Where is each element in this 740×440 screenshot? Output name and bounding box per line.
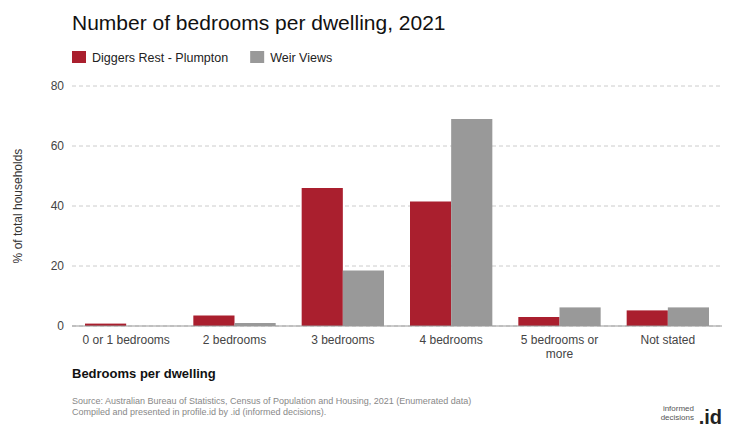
x-tick-label: 5 bedrooms ormore xyxy=(521,333,598,361)
legend-swatch xyxy=(250,51,264,63)
bars xyxy=(85,119,709,326)
y-tick-label: 80 xyxy=(51,79,65,93)
grid-line xyxy=(72,326,722,327)
grid-line xyxy=(72,266,722,267)
x-tick-label: Not stated xyxy=(640,333,695,347)
x-tick-label: 4 bedrooms xyxy=(419,333,482,347)
grid-line xyxy=(72,146,722,147)
y-tick-label: 40 xyxy=(51,199,65,213)
text-line: decisions xyxy=(661,413,694,422)
logo: .id xyxy=(699,406,722,428)
x-axis-line xyxy=(72,326,722,327)
bar xyxy=(627,310,668,326)
text-line: 0 or 1 bedrooms xyxy=(82,333,169,347)
text-line: more xyxy=(546,347,574,361)
bar xyxy=(451,119,492,326)
legend-entry: Diggers Rest - Plumpton xyxy=(92,51,228,65)
x-tick-label: 2 bedrooms xyxy=(203,333,266,347)
bar xyxy=(410,202,451,327)
text-line: informed xyxy=(663,404,694,413)
text-line: 2 bedrooms xyxy=(203,333,266,347)
x-axis-label: Bedrooms per dwelling xyxy=(72,366,216,381)
bar xyxy=(343,271,384,327)
y-tick-label: 60 xyxy=(51,139,65,153)
y-axis-label: % of total households xyxy=(11,149,25,264)
bar xyxy=(193,316,234,327)
grid-line xyxy=(72,86,722,87)
legend-swatch xyxy=(72,51,86,63)
x-tick-label: 3 bedrooms xyxy=(311,333,374,347)
bar xyxy=(560,307,601,326)
title: Number of bedrooms per dwelling, 2021 xyxy=(72,11,446,34)
grid-line xyxy=(72,206,722,207)
background xyxy=(0,0,740,440)
bar xyxy=(668,307,709,326)
legend-entry: Weir Views xyxy=(270,51,332,65)
text-line: Not stated xyxy=(640,333,695,347)
chart: Number of bedrooms per dwelling, 2021 Dig… xyxy=(0,0,740,440)
x-tick-label: 0 or 1 bedrooms xyxy=(82,333,169,347)
logo-tagline: informeddecisions xyxy=(661,404,694,422)
text-line: 5 bedrooms or xyxy=(521,333,598,347)
source-note: Source: Australian Bureau of Statistics,… xyxy=(72,396,471,417)
text-line: 3 bedrooms xyxy=(311,333,374,347)
y-tick-label: 0 xyxy=(57,319,64,333)
bar xyxy=(302,188,343,326)
text-line: 4 bedrooms xyxy=(419,333,482,347)
y-tick-label: 20 xyxy=(51,259,65,273)
text-line: Source: Australian Bureau of Statistics,… xyxy=(72,396,471,406)
bar xyxy=(518,317,559,326)
text-line: Compiled and presented in profile.id by … xyxy=(72,407,326,417)
